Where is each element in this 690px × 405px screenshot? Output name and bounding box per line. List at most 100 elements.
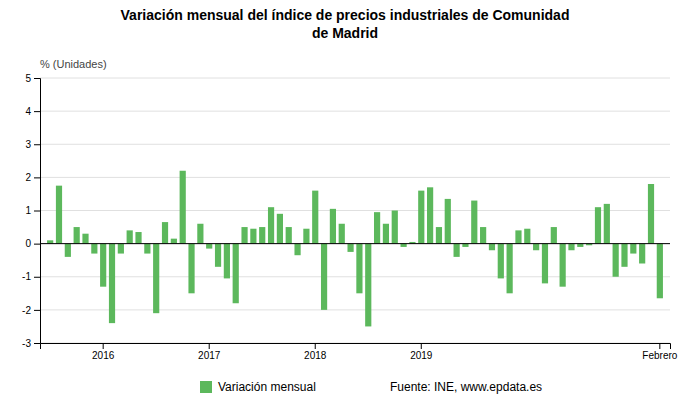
bar (533, 244, 539, 251)
y-tick-mark (34, 111, 40, 112)
bar (224, 244, 230, 279)
title: Variación mensual del índice de precios … (121, 7, 570, 41)
bar (74, 227, 80, 244)
legend-label: Variación mensual (218, 380, 316, 394)
y-axis: -3-2-1012345 (22, 73, 40, 349)
y-tick-label: 2 (25, 172, 31, 183)
grid-line (40, 78, 670, 79)
x-tick-label: 2018 (304, 350, 327, 361)
bar (630, 244, 636, 254)
grid-line (40, 309, 670, 310)
title-line: de Madrid (312, 25, 378, 41)
y-tick-mark (34, 211, 40, 212)
x-tick-label: 2019 (410, 350, 433, 361)
bar (233, 244, 239, 304)
bar (639, 244, 645, 264)
bar (560, 244, 566, 287)
y-tick-label: 4 (25, 106, 31, 117)
x-tick-label: 2016 (92, 350, 115, 361)
source: Fuente: INE, www.epdata.es (390, 380, 542, 394)
bar (135, 232, 141, 244)
grid-line (40, 111, 670, 112)
y-tick: -2 (22, 305, 40, 316)
bar (365, 244, 371, 327)
bar (286, 227, 292, 244)
x-axis-line (41, 344, 671, 350)
y-axis-line (34, 79, 41, 344)
bar (65, 244, 71, 257)
y-tick-label: 5 (25, 73, 31, 84)
bar (515, 230, 521, 243)
grid-line (40, 177, 670, 178)
bar (180, 171, 186, 244)
bar (109, 244, 115, 324)
bar (215, 244, 221, 267)
y-tick-label: 3 (25, 139, 31, 150)
bar (471, 201, 477, 244)
bar (153, 244, 159, 314)
bar (383, 224, 389, 244)
grid-line (40, 276, 670, 277)
y-tick-label: -3 (22, 338, 31, 349)
bar (427, 187, 433, 243)
bar (303, 229, 309, 244)
x-tick-mark (315, 343, 316, 349)
x-tick-label: 2017 (198, 350, 221, 361)
x-tick-mark (209, 343, 210, 349)
y-tick-label: 0 (25, 238, 31, 249)
bar (250, 229, 256, 244)
y-label: % (Unidades) (40, 58, 107, 70)
y-tick: 5 (25, 73, 40, 84)
x-tick: 2018 (304, 343, 327, 361)
bar (330, 209, 336, 244)
y-tick-mark (34, 177, 40, 178)
bar (489, 244, 495, 251)
bar (259, 227, 265, 244)
bar (507, 244, 513, 294)
bar (312, 191, 318, 244)
x-tick-mark (103, 343, 104, 349)
bar (188, 244, 194, 294)
bar (144, 244, 150, 254)
bar (56, 186, 62, 244)
bar (197, 224, 203, 244)
y-tick: 1 (25, 205, 40, 216)
y-tick-label: -2 (22, 305, 31, 316)
bar (268, 207, 274, 243)
legend-swatch (200, 381, 212, 393)
bar (418, 191, 424, 244)
bar (480, 227, 486, 244)
bar (206, 244, 212, 249)
bar (595, 207, 601, 243)
y-tick: 0 (25, 238, 40, 249)
bar (294, 244, 300, 256)
bar (454, 244, 460, 257)
grid-line (40, 144, 670, 145)
y-tick-mark (34, 78, 40, 79)
y-tick-mark (34, 310, 40, 311)
x-tick: 2019 (410, 343, 433, 361)
bar (171, 239, 177, 244)
legend: Variación mensual (200, 380, 316, 394)
bar (392, 211, 398, 244)
y-tick: 4 (25, 106, 40, 117)
y-tick: 3 (25, 139, 40, 150)
bars (47, 171, 663, 327)
bar (321, 244, 327, 310)
bar (498, 244, 504, 279)
bar (356, 244, 362, 294)
bar (542, 244, 548, 284)
zero-line (40, 243, 670, 244)
bar (445, 199, 451, 244)
bar (657, 244, 663, 299)
bar (568, 244, 574, 251)
bar (277, 214, 283, 244)
grid-line (40, 243, 670, 244)
bar (82, 234, 88, 244)
bar (347, 244, 353, 252)
bar (604, 204, 610, 244)
bar (339, 224, 345, 244)
chart: Variación mensual del índice de precios … (0, 0, 690, 405)
bar (648, 184, 654, 244)
x-axis: 2016201720182019Febrero (41, 343, 678, 361)
